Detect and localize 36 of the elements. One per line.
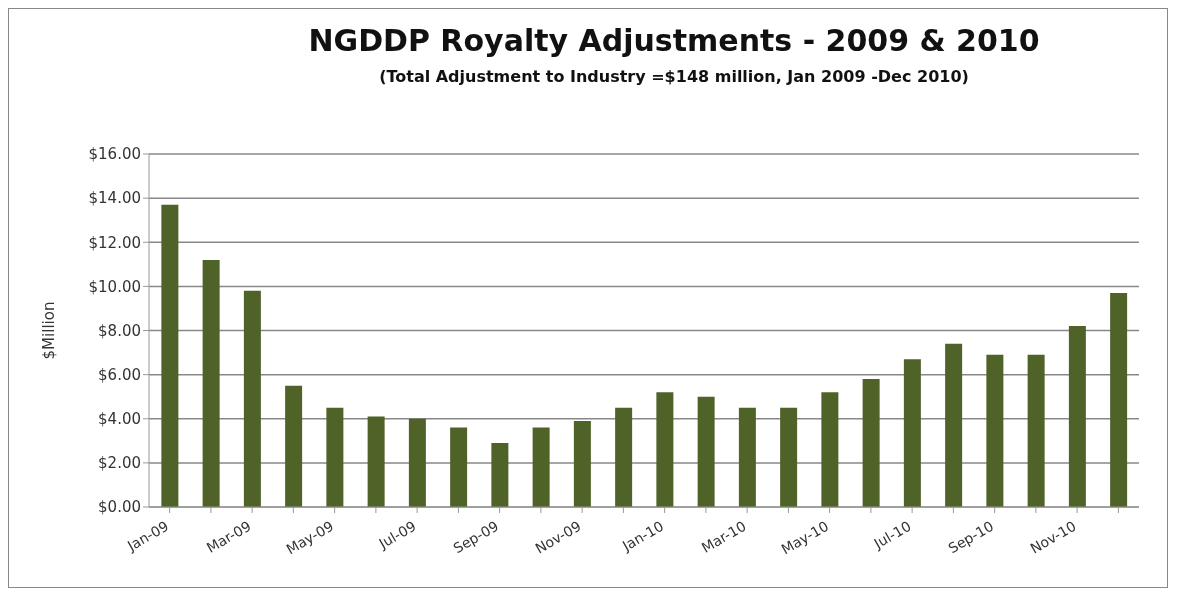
bar	[408, 418, 426, 507]
y-tick-label: $0.00	[98, 498, 141, 517]
bar	[615, 407, 633, 507]
bar	[821, 392, 839, 507]
bar	[202, 259, 220, 507]
bar	[862, 379, 880, 507]
bar	[986, 354, 1004, 507]
bar	[1027, 354, 1045, 507]
y-tick-label: $10.00	[88, 277, 141, 296]
bar	[243, 290, 261, 507]
bar	[326, 407, 344, 507]
bar	[738, 407, 756, 507]
bar	[656, 392, 674, 507]
bar	[903, 359, 921, 507]
bar	[161, 204, 179, 507]
y-tick-label: $6.00	[98, 365, 141, 384]
bar	[945, 343, 963, 507]
bar	[285, 385, 303, 507]
bar	[367, 416, 385, 507]
chart-title: NGDDP Royalty Adjustments - 2009 & 2010	[307, 23, 1041, 58]
chart-subtitle: (Total Adjustment to Industry =$148 million, Jan 2009 -Dec 2010)	[378, 67, 970, 86]
bar	[573, 420, 591, 507]
y-tick-label: $12.00	[88, 233, 141, 252]
bar	[780, 407, 798, 507]
y-tick-label: $14.00	[88, 189, 141, 208]
bar	[450, 427, 468, 507]
y-axis-title: $Million	[40, 301, 59, 360]
y-tick-label: $8.00	[98, 321, 141, 340]
bar	[1068, 326, 1086, 507]
y-tick-label: $16.00	[88, 145, 141, 164]
bar	[1110, 292, 1128, 507]
bar	[532, 427, 550, 507]
bar	[491, 443, 509, 507]
y-tick-label: $2.00	[98, 454, 141, 473]
bar	[697, 396, 715, 507]
y-tick-label: $4.00	[98, 410, 141, 429]
